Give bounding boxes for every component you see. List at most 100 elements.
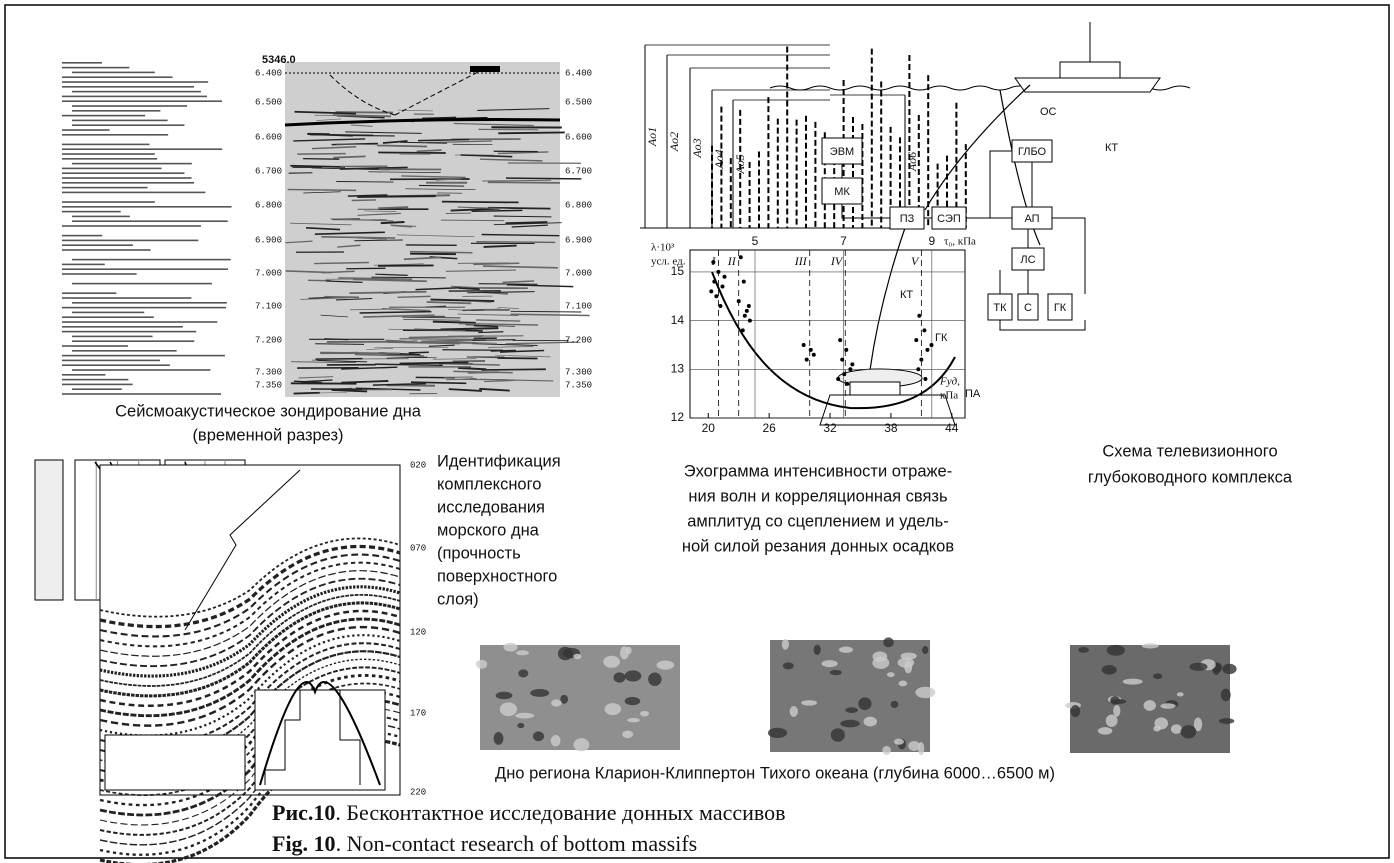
illustrations (34, 22, 1237, 863)
reflector (510, 310, 582, 313)
reflector (403, 319, 461, 321)
reflector (479, 387, 510, 392)
reflector (315, 357, 363, 360)
reflector (498, 131, 565, 135)
reflector (433, 358, 477, 360)
sheet-text (62, 354, 225, 357)
reflector (357, 236, 387, 240)
sheet-text (72, 335, 153, 338)
sheet-text (62, 177, 192, 179)
nodule (1122, 678, 1143, 685)
depth-label: 6.800 (565, 200, 592, 210)
reflector (457, 206, 507, 210)
reflector (350, 124, 373, 127)
reflector (377, 144, 428, 148)
seismic-caption: (временной разрез) (192, 426, 343, 444)
sediment-layer (99, 577, 401, 668)
reflector (458, 322, 539, 326)
reflector (426, 301, 472, 305)
reflector (336, 181, 394, 183)
depth-label: 6.400 (255, 68, 282, 78)
scheme-label: ПА (965, 388, 981, 400)
nodule (1106, 644, 1125, 656)
sheet-text (62, 239, 199, 242)
sediment-layer (99, 544, 401, 629)
figure-number: Fig. 10 (272, 831, 336, 856)
reflector (430, 298, 495, 303)
x-axis-label: Fуд, (939, 376, 960, 388)
sheet-text (62, 153, 155, 155)
sheet-text (72, 119, 168, 122)
nodule (886, 672, 895, 678)
data-point (711, 260, 716, 265)
data-point (741, 279, 746, 284)
reflector (461, 335, 484, 338)
sediment-layer (99, 561, 401, 648)
sheet-text (62, 393, 222, 395)
reflector (316, 118, 342, 121)
reflector (300, 297, 348, 300)
reflector (311, 167, 391, 171)
reflector (374, 363, 443, 367)
reflector (497, 306, 520, 310)
reflector (320, 351, 400, 354)
data-point (845, 381, 850, 386)
nodule (830, 728, 845, 742)
reflector (473, 324, 499, 328)
figure-number: Рис.10 (272, 800, 335, 825)
reflector (471, 343, 538, 347)
data-point (811, 352, 816, 357)
profile-caption: комплексного (437, 475, 541, 493)
nodule (532, 731, 545, 742)
reflector (375, 273, 408, 276)
y-tick-label: 13 (671, 361, 685, 375)
reflector (453, 122, 534, 127)
scheme-node (1017, 293, 1039, 321)
reflector (293, 391, 320, 395)
reflector (351, 199, 377, 202)
sediment-layer (99, 537, 401, 618)
reflector (326, 280, 363, 283)
reflector (445, 269, 516, 272)
sediment-layer (99, 594, 401, 687)
data-point (736, 299, 741, 304)
sheet-text (62, 206, 232, 208)
nodule (551, 699, 562, 707)
reflector (471, 209, 523, 213)
cables (869, 84, 1041, 371)
echogram-caption: амплитуд со сцеплением и удель- (687, 512, 949, 530)
y-axis-label: усл. ед. (651, 256, 686, 268)
reflector (331, 388, 368, 393)
reflector (487, 345, 534, 348)
echogram-caption: ной силой резания донных осадков (682, 537, 954, 555)
nodule (1078, 647, 1089, 653)
zone-label: IV (830, 254, 844, 268)
reflector (478, 331, 504, 334)
data-point (738, 255, 743, 260)
sheet-text (62, 86, 195, 88)
profile-caption: Идентификация (437, 452, 561, 470)
depth-label: 6.600 (565, 132, 592, 142)
reflector (408, 351, 429, 354)
seismic-caption: Сейсмоакустическое зондирование дна (115, 402, 422, 420)
reflector (478, 283, 538, 285)
reflector (285, 270, 332, 274)
sheet-text (62, 167, 162, 170)
data-point (929, 342, 934, 347)
reflector (293, 138, 366, 142)
reflector (373, 346, 449, 349)
sheet-text (62, 244, 133, 246)
sheet-text (62, 76, 173, 78)
fit-curve (711, 271, 956, 410)
data-point (925, 347, 930, 352)
data-point (808, 347, 813, 352)
reflector (352, 278, 427, 283)
amplitude-label: Aо1 (645, 127, 659, 147)
sound-ray (184, 469, 301, 631)
amplitude-label: Aо3 (690, 138, 704, 158)
sediment-layer (99, 585, 401, 678)
reflector (476, 319, 521, 322)
reflector (505, 177, 582, 180)
reflector (417, 138, 470, 142)
reflector (380, 221, 405, 225)
